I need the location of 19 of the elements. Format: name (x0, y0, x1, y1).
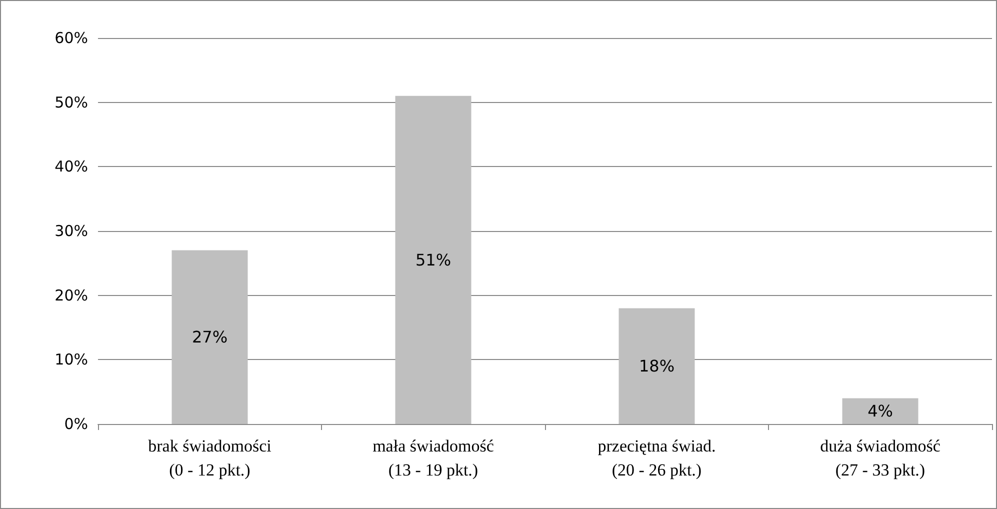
x-tick-label: duża świadomość (27 - 33 pkt.) (820, 436, 941, 480)
y-tick-label: 30% (54, 222, 88, 240)
x-tick-label: brak świadomości (0 - 12 pkt.) (148, 436, 272, 480)
y-tick-label: 50% (54, 93, 88, 112)
y-tick-label: 0% (64, 415, 88, 433)
y-tick-label: 40% (54, 158, 88, 176)
y-tick-label: 60% (54, 29, 88, 47)
data-label: 27% (192, 328, 228, 347)
bar (395, 96, 472, 424)
y-tick-label: 10% (54, 350, 88, 369)
bar (618, 308, 695, 424)
x-tick-label: mała świadomość (13 - 19 pkt.) (372, 436, 494, 480)
y-tick-label: 20% (54, 286, 88, 304)
bar (842, 398, 918, 424)
x-tick-label: przeciętna świad. (20 - 26 pkt.) (598, 436, 716, 480)
data-label: 51% (415, 250, 452, 270)
bar (172, 250, 248, 424)
data-label: 4% (868, 402, 893, 421)
data-label: 18% (638, 356, 675, 376)
